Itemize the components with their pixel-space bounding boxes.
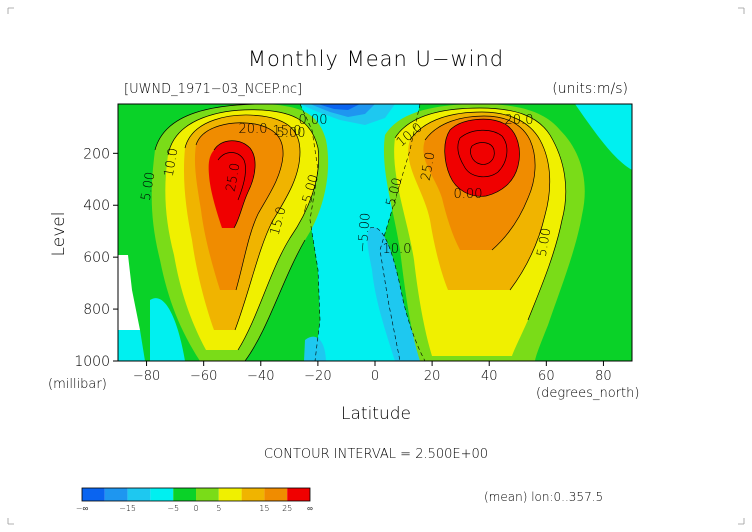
x-tick-label: 40 <box>481 369 498 384</box>
contour-field <box>118 104 632 361</box>
colorbar-swatch <box>82 488 105 501</box>
y-tick-label: 200 <box>83 146 110 162</box>
y-tick-label: 600 <box>83 250 110 266</box>
units-label: (units:m/s) <box>552 81 628 97</box>
x-tick-label: −20 <box>304 369 331 384</box>
x-axis: −80 −60 −40 −20 0 20 40 60 80 <box>133 361 612 384</box>
colorbar-swatch <box>150 488 174 501</box>
colorbar-swatch <box>218 488 242 501</box>
contour-label: 0.00 <box>454 187 483 202</box>
contour-label: 25.0 <box>224 162 244 193</box>
colorbar-tick-label: −5 <box>167 504 179 513</box>
y-axis: 200 400 600 800 1000 <box>74 146 118 370</box>
y-unit-label: (millibar) <box>48 377 107 392</box>
colorbar-tick-label: −15 <box>119 504 136 513</box>
fill-cyan-left <box>118 330 145 361</box>
negative-contours <box>299 104 426 361</box>
x-tick-label: 60 <box>538 369 555 384</box>
colorbar-tick-label: ∞ <box>307 504 313 513</box>
y-tick-label: 800 <box>83 302 110 318</box>
contour-label: 5.00 <box>139 171 159 202</box>
colorbar-frame <box>81 487 311 502</box>
y-tick-label: 400 <box>83 198 110 214</box>
contour-label: 10.0 <box>162 147 182 178</box>
colorbar-swatch <box>241 488 265 501</box>
contour-label: 15.0 <box>268 205 290 237</box>
y-axis-title: Level <box>49 212 69 257</box>
colorbar-swatch <box>104 488 128 501</box>
colorbar-swatch <box>127 488 151 501</box>
region-note: (mean) lon:0..357.5 <box>484 490 603 504</box>
contour-label: 15.0 <box>273 124 302 139</box>
contour-label: 25.0 <box>419 151 439 182</box>
colorbar-tick-label: 5 <box>216 504 221 513</box>
contour-label: 5.00 <box>535 227 555 258</box>
x-unit-label: (degrees_north) <box>536 386 639 401</box>
colorbar-tick-label: 15 <box>259 504 269 513</box>
fill-missing-left <box>118 255 140 330</box>
contour-lines <box>154 104 567 361</box>
colorbar-swatch <box>287 488 310 501</box>
file-label: [UWND_1971−03_NCEP.nc] <box>124 82 302 97</box>
x-tick-label: 0 <box>371 369 379 384</box>
fill-sh-red <box>208 140 256 228</box>
colorbar-swatch <box>173 488 196 501</box>
contour-label: 20.0 <box>505 113 534 128</box>
fill-cyan-leftsmall <box>150 298 185 361</box>
chart-title: Monthly Mean U−wind <box>248 47 504 71</box>
contour-label: 10.0 <box>383 242 412 257</box>
fill-cyan-corner <box>575 104 632 170</box>
colorbar-tick-label: −∞ <box>76 504 89 513</box>
colorbar-swatch <box>264 488 288 501</box>
colorbar-swatch <box>196 488 219 501</box>
colorbar-tick-label: 25 <box>282 504 292 513</box>
x-tick-label: 80 <box>595 369 612 384</box>
fill-darkblue-top <box>318 104 360 110</box>
x-axis-title: Latitude <box>341 404 411 424</box>
contour-label: 5.00 <box>277 126 306 141</box>
x-tick-label: 20 <box>424 369 441 384</box>
contour-label: 20.0 <box>239 122 268 137</box>
contour-label: 5.00 <box>384 176 406 208</box>
x-tick-label: −60 <box>190 369 217 384</box>
colorbar: −∞ −15 −5 0 5 15 25 ∞ <box>76 487 313 513</box>
contour-label: −5.00 <box>355 212 373 253</box>
crop-marks <box>7 7 745 525</box>
x-tick-label: −80 <box>133 369 160 384</box>
contour-interval-text: CONTOUR INTERVAL = 2.500E+00 <box>264 447 488 462</box>
y-tick-label: 1000 <box>74 354 110 370</box>
x-tick-label: −40 <box>247 369 274 384</box>
fill-nh-red <box>444 119 520 197</box>
contour-label: 0.00 <box>299 113 328 128</box>
fill-blue-small <box>304 336 326 361</box>
colorbar-tick-label: 0 <box>193 504 198 513</box>
fill-blue-top <box>310 104 375 117</box>
